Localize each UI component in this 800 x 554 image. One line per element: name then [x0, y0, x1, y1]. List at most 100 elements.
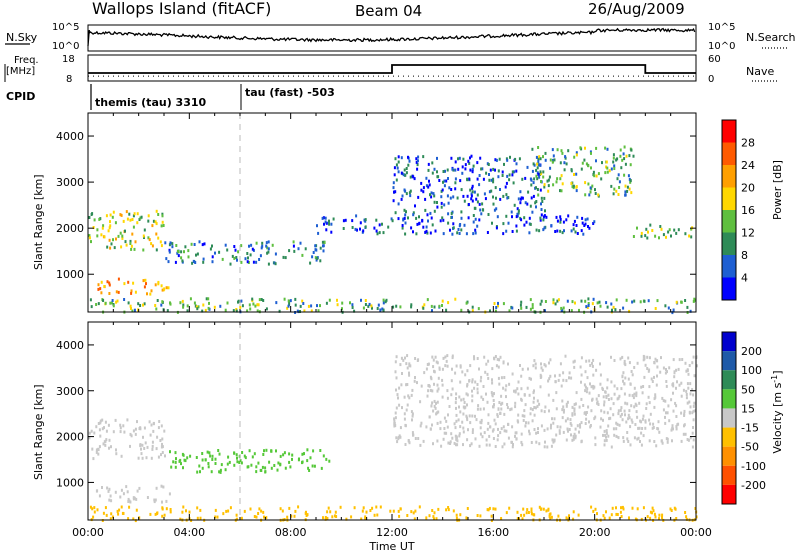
- echo-cell: [435, 360, 438, 364]
- echo-cell: [425, 516, 428, 520]
- echo-cell: [431, 355, 434, 359]
- echo-cell: [694, 507, 697, 510]
- echo-cell: [182, 303, 185, 307]
- echo-cell: [493, 208, 496, 212]
- echo-cell: [665, 368, 667, 371]
- echo-cell: [536, 162, 539, 166]
- echo-cell: [488, 506, 491, 510]
- echo-cell: [579, 423, 581, 427]
- echo-cell: [222, 512, 225, 516]
- echo-cell: [535, 168, 538, 172]
- echo-cell: [539, 172, 541, 176]
- echo-cell: [445, 359, 448, 363]
- echo-cell: [107, 423, 110, 427]
- echo-cell: [559, 161, 562, 165]
- echo-cell: [323, 241, 326, 244]
- echo-cell: [392, 509, 395, 513]
- echo-cell: [257, 303, 260, 307]
- echo-cell: [323, 222, 325, 226]
- echo-cell: [400, 356, 403, 360]
- echo-cell: [580, 229, 583, 233]
- colorbar-tick-label: -200: [741, 479, 766, 492]
- echo-cell: [180, 250, 183, 254]
- echo-cell: [552, 183, 555, 187]
- echo-cell: [394, 190, 397, 194]
- echo-cell: [542, 175, 545, 179]
- echo-cell: [457, 157, 459, 161]
- echo-cell: [439, 420, 442, 424]
- echo-cell: [587, 302, 590, 305]
- echo-cell: [517, 209, 520, 213]
- echo-cell: [562, 405, 565, 409]
- echo-cell: [414, 437, 417, 440]
- echo-cell: [417, 437, 420, 440]
- echo-cell: [233, 245, 236, 248]
- echo-cell: [99, 287, 102, 291]
- echo-cell: [580, 440, 583, 444]
- echo-cell: [568, 376, 570, 380]
- echo-cell: [171, 242, 174, 246]
- echo-cell: [342, 219, 345, 223]
- echo-cell: [469, 188, 472, 192]
- echo-cell: [502, 425, 505, 429]
- echo-cell: [451, 354, 454, 358]
- echo-cell: [437, 387, 440, 391]
- echo-cell: [311, 464, 314, 468]
- echo-cell: [476, 383, 479, 386]
- echo-cell: [615, 189, 618, 193]
- cpid-label: CPID: [6, 90, 35, 103]
- echo-cell: [519, 364, 521, 367]
- echo-cell: [606, 378, 609, 382]
- echo-cell: [407, 216, 409, 220]
- echo-cell: [187, 255, 190, 259]
- echo-cell: [260, 509, 263, 513]
- echo-cell: [577, 513, 580, 517]
- echo-cell: [288, 302, 291, 306]
- echo-cell: [427, 185, 430, 189]
- echo-cell: [128, 499, 131, 503]
- echo-cell: [533, 406, 536, 409]
- echo-cell: [460, 216, 463, 220]
- echo-cell: [125, 485, 128, 489]
- echo-cell: [264, 470, 267, 474]
- echo-cell: [88, 234, 91, 238]
- echo-cell: [684, 432, 687, 436]
- echo-cell: [454, 297, 457, 301]
- echo-cell: [399, 426, 402, 430]
- echo-cell: [255, 241, 258, 245]
- echo-cell: [566, 427, 569, 431]
- echo-cell: [539, 188, 542, 192]
- echo-cell: [432, 515, 435, 519]
- echo-cell: [408, 159, 411, 163]
- echo-cell: [321, 216, 324, 220]
- echo-cell: [136, 221, 139, 225]
- echo-cell: [594, 188, 596, 192]
- echo-cell: [507, 422, 510, 426]
- echo-cell: [636, 361, 639, 365]
- echo-cell: [556, 299, 559, 303]
- echo-cell: [248, 303, 251, 307]
- echo-cell: [116, 299, 119, 303]
- echo-cell: [575, 172, 578, 176]
- echo-cell: [656, 299, 659, 303]
- echo-cell: [138, 516, 141, 520]
- echo-cell: [636, 437, 639, 441]
- echo-cell: [644, 426, 647, 430]
- echo-cell: [450, 188, 453, 191]
- echo-cell: [422, 155, 425, 159]
- echo-cell: [105, 513, 108, 517]
- echo-cell: [680, 300, 683, 304]
- echo-cell: [246, 309, 249, 313]
- echo-cell: [687, 386, 690, 390]
- echo-cell: [437, 507, 440, 511]
- echo-cell: [684, 299, 687, 302]
- echo-cell: [341, 307, 343, 311]
- echo-cell: [615, 506, 617, 510]
- echo-cell: [471, 199, 474, 203]
- echo-cell: [530, 377, 532, 381]
- echo-cell: [211, 454, 214, 458]
- echo-cell: [474, 380, 477, 384]
- echo-cell: [182, 505, 185, 509]
